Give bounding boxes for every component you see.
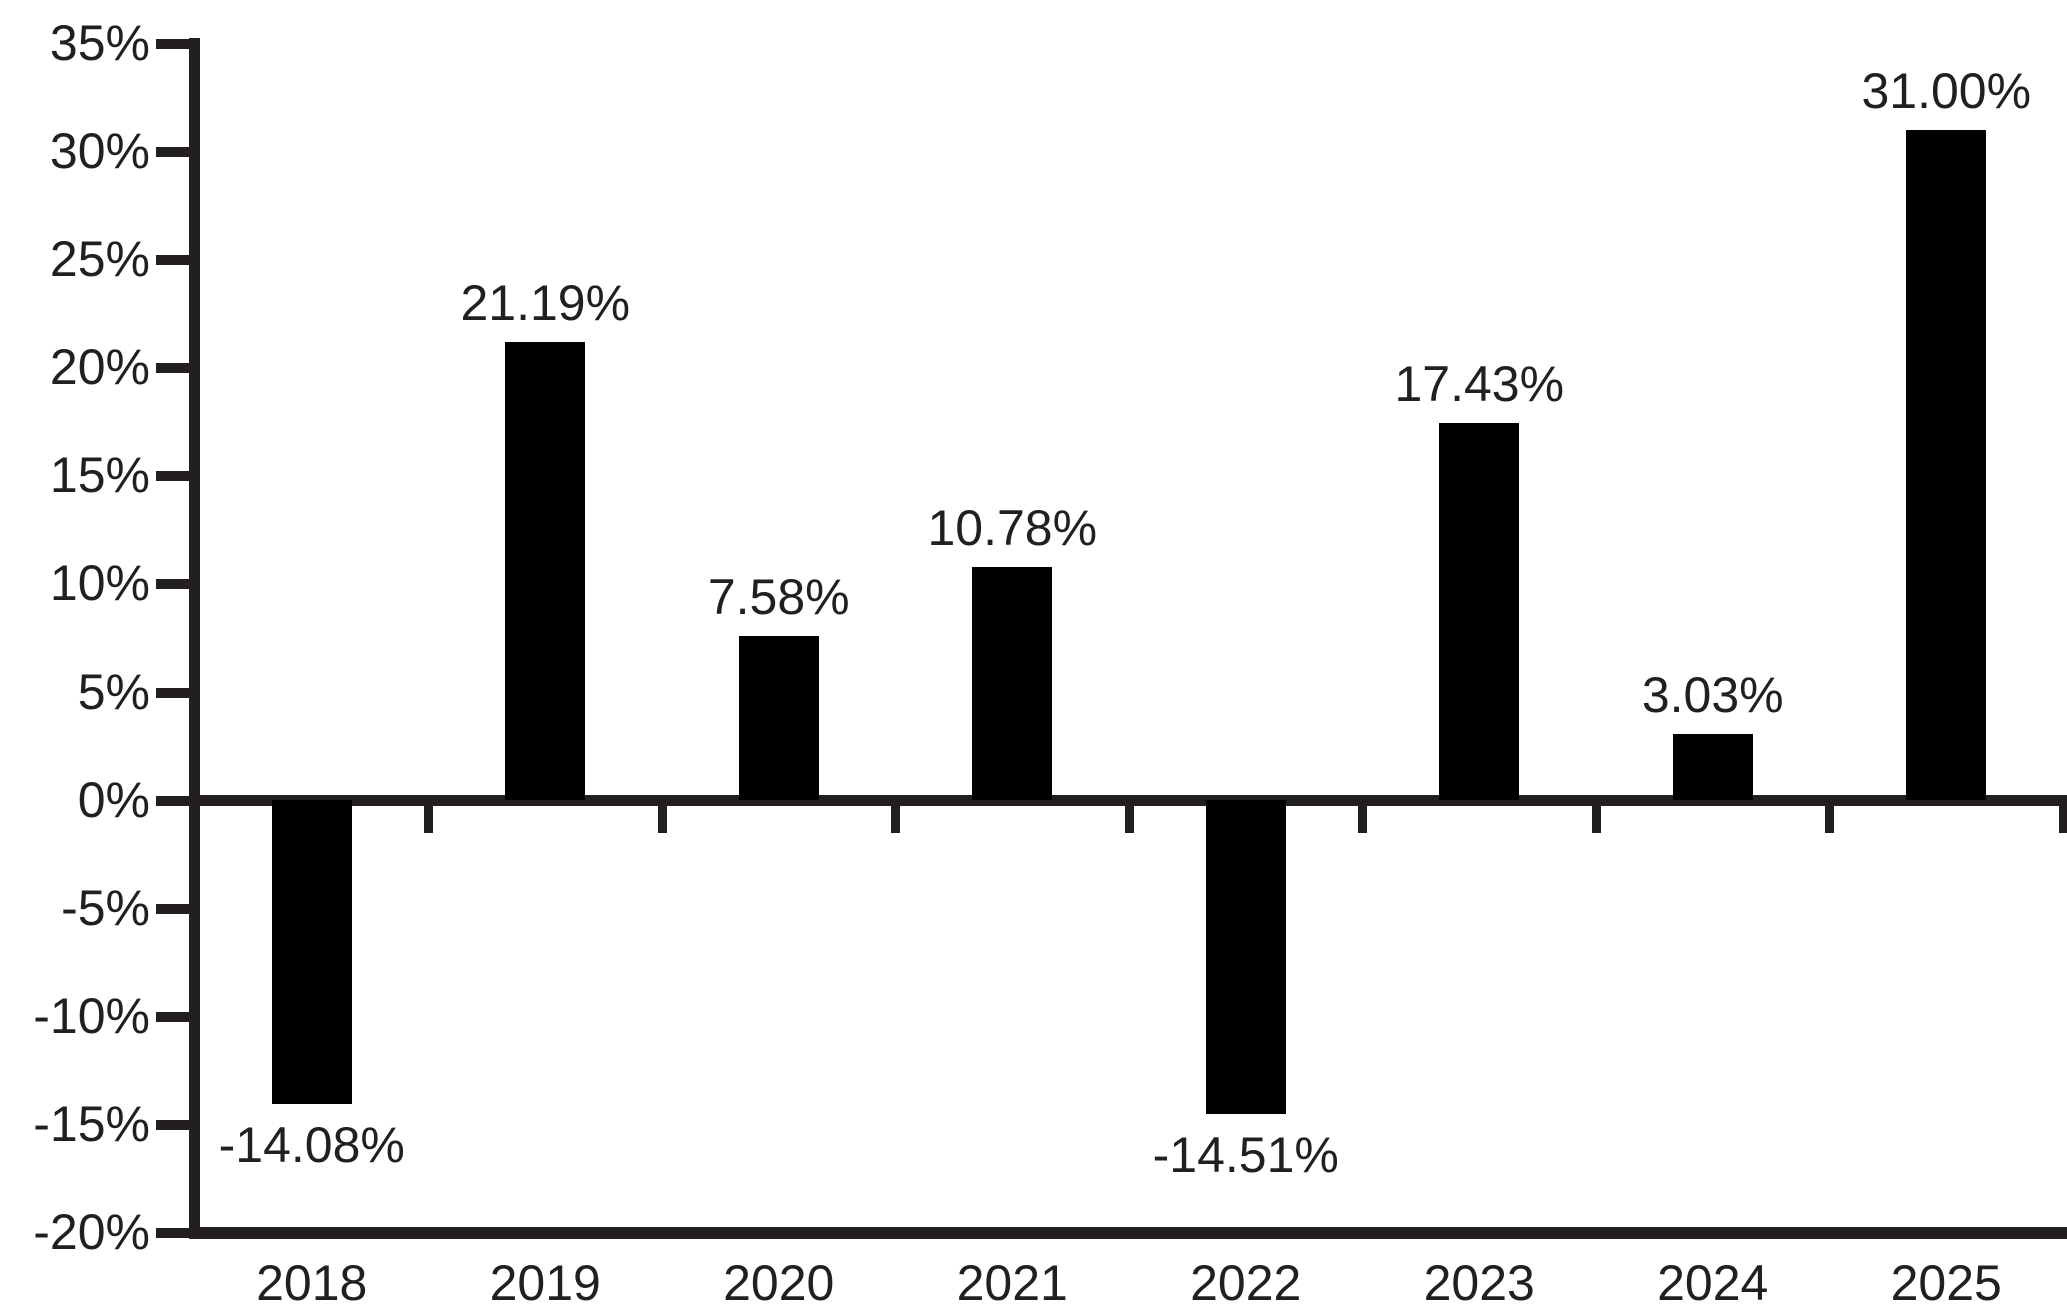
bar [972, 566, 1053, 800]
y-tick [156, 39, 189, 49]
y-tick [156, 1228, 189, 1238]
bar [1906, 129, 1987, 800]
x-tick [2058, 795, 2067, 833]
y-tick [156, 1119, 189, 1130]
x-tick [1591, 795, 1601, 833]
y-tick [156, 471, 189, 482]
y-tick [156, 147, 189, 158]
y-tick-label: 30% [49, 123, 150, 180]
y-tick-label: 5% [77, 663, 150, 720]
x-category-label: 2023 [1423, 1255, 1535, 1308]
bar-value-label: 17.43% [1394, 356, 1565, 413]
bar [1205, 800, 1286, 1114]
y-tick-label: -10% [33, 987, 150, 1044]
x-category-label: 2020 [723, 1255, 835, 1308]
x-tick [424, 795, 433, 833]
x-tick [1358, 795, 1367, 833]
bar-value-label: 31.00% [1861, 62, 2032, 119]
bar [1439, 423, 1520, 800]
x-tick [1124, 795, 1134, 833]
y-tick-label: 25% [49, 231, 150, 288]
x-category-label: 2019 [489, 1255, 601, 1308]
bar [1672, 734, 1753, 800]
bar [505, 341, 586, 800]
bar-value-label: 10.78% [927, 499, 1098, 556]
x-tick [1825, 795, 1834, 833]
x-category-label: 2021 [956, 1255, 1068, 1308]
x-category-label: 2024 [1657, 1255, 1769, 1308]
y-tick [156, 903, 189, 914]
y-axis-line [189, 38, 200, 1239]
y-tick-label: -15% [33, 1095, 150, 1152]
y-tick-label: 10% [49, 555, 150, 612]
y-tick-label: 15% [49, 447, 150, 504]
bar-value-label: 3.03% [1641, 667, 1784, 724]
x-tick [657, 795, 667, 833]
y-tick-label: -20% [33, 1204, 150, 1260]
bar-value-label: 21.19% [460, 274, 631, 331]
y-tick-label: 35% [49, 15, 150, 71]
y-tick-label: -5% [61, 879, 150, 936]
y-tick [156, 363, 189, 374]
y-tick [156, 579, 189, 590]
x-category-label: 2022 [1190, 1255, 1302, 1308]
bar-value-label: -14.08% [218, 1117, 405, 1174]
x-category-label: 2025 [1890, 1255, 2002, 1308]
bar [738, 636, 819, 800]
y-tick-label: 20% [49, 339, 150, 396]
bar-value-label: -14.51% [1152, 1126, 1339, 1183]
y-tick [156, 255, 189, 266]
y-tick [156, 687, 189, 698]
x-axis-line [189, 1227, 2067, 1239]
y-tick [156, 795, 189, 806]
y-tick-label: 0% [77, 771, 150, 828]
x-tick [891, 795, 900, 833]
y-tick [156, 1011, 189, 1022]
bar-value-label: 7.58% [707, 569, 850, 626]
bar [271, 800, 352, 1105]
x-category-label: 2018 [256, 1255, 368, 1308]
